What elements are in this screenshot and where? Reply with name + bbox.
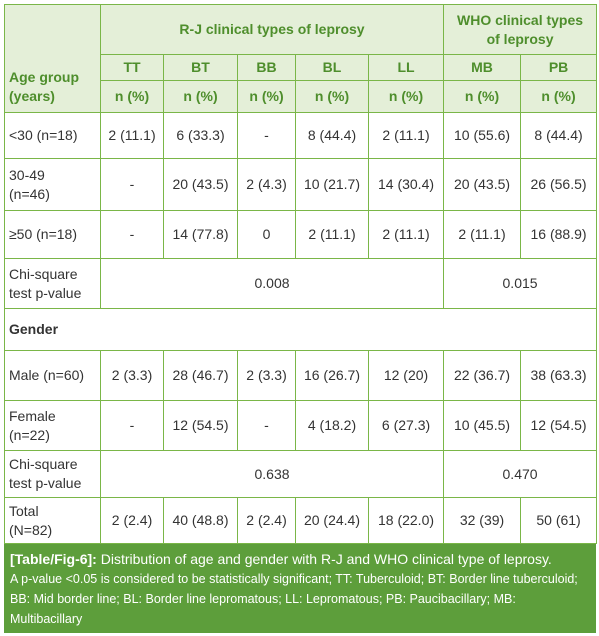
table-cell: 10 (55.6) [443, 112, 522, 159]
who-header: WHO clinical types of leprosy [443, 4, 598, 55]
row-label: Female (n=22) [4, 400, 101, 451]
table-cell: 26 (56.5) [520, 158, 598, 211]
caption-label: [Table/Fig-6]: [10, 551, 97, 567]
table-cell: 2 (2.4) [237, 497, 296, 544]
table-cell: 8 (44.4) [520, 112, 598, 159]
table-cell: 38 (63.3) [520, 350, 598, 401]
p-value: 0.015 [443, 258, 598, 309]
age-group-header: Age group (years) [4, 4, 101, 113]
row-label: Chi-square test p-value [4, 450, 101, 498]
table-cell: 2 (11.1) [443, 210, 522, 259]
table-cell: 10 (45.5) [443, 400, 522, 451]
p-value: 0.470 [443, 450, 598, 498]
table-cell: 2 (11.1) [295, 210, 369, 259]
table-cell: 12 (20) [367, 350, 445, 401]
type-header: TT [100, 54, 164, 81]
table-row: ≥50 (n=18) -14 (77.8) 0 2 (11.1) 2 (11.1) 2 (… [4, 210, 598, 259]
table-cell: 0 [237, 210, 296, 259]
unit-header: n (%) [237, 80, 296, 113]
table-cell: 6 (33.3) [163, 112, 238, 159]
section-label: Gender [3, 308, 598, 351]
table-row: Total (N=82) 2 (2.4) 40 (48.8) 2 (2.4) 20 (2… [4, 497, 598, 544]
row-label: <30 (n=18) [4, 112, 101, 159]
table-row: Gender [3, 308, 598, 351]
row-label: Male (n=60) [4, 350, 101, 401]
table-cell: 18 (22.0) [367, 497, 445, 544]
type-header: LL [367, 54, 445, 81]
row-label: Total (N=82) [4, 497, 101, 544]
table-cell: 40 (48.8) [163, 497, 238, 544]
table-cell: 14 (77.8) [163, 210, 238, 259]
table-cell: 12 (54.5) [520, 400, 598, 451]
rj-header: R-J clinical types of leprosy [99, 4, 445, 55]
table-cell: - [100, 158, 164, 211]
table-cell: 2 (11.1) [100, 112, 164, 159]
table-cell: 12 (54.5) [163, 400, 238, 451]
table-row: n (%) n (%) n (%) n (%) n (%) n (%) n (%) [5, 80, 598, 113]
caption-note: A p-value <0.05 is considered to be stat… [10, 572, 578, 626]
type-header: BL [295, 54, 369, 81]
table-row: Male (n=60) 2 (3.3) 28 (46.7) 2 (3.3) 16 (26… [4, 350, 598, 401]
table-row: Female (n=22) -12 (54.5) -4 (18.2) 6 (27.3)… [4, 400, 598, 451]
unit-header: n (%) [520, 80, 598, 113]
row-label: ≥50 (n=18) [4, 210, 101, 259]
unit-header: n (%) [295, 80, 369, 113]
table-cell: 6 (27.3) [367, 400, 445, 451]
unit-header: n (%) [367, 80, 445, 113]
type-header: PB [520, 54, 598, 81]
table-row: Age group (years) R-J clinical types of l… [4, 4, 598, 113]
table-cell: 10 (21.7) [295, 158, 369, 211]
table-cell: - [100, 210, 164, 259]
table-cell: 2 (3.3) [237, 350, 296, 401]
table-row: TT BT BB BL LL MB PB [5, 54, 598, 81]
unit-header: n (%) [163, 80, 238, 113]
table-cell: 4 (18.2) [295, 400, 369, 451]
row-label: Chi-square test p-value [4, 258, 101, 309]
table-cell: 2 (2.4) [100, 497, 164, 544]
type-header: MB [443, 54, 522, 81]
table-row: Chi-square test p-value 0.008 0.015 [4, 258, 598, 309]
caption: [Table/Fig-6]: Distribution of age and g… [4, 544, 596, 633]
table-cell: 20 (43.5) [163, 158, 238, 211]
table-cell: - [237, 112, 296, 159]
table-cell: 28 (46.7) [163, 350, 238, 401]
unit-header: n (%) [443, 80, 522, 113]
table-cell: 2 (11.1) [367, 112, 445, 159]
row-label: 30-49 (n=46) [4, 158, 101, 211]
table-cell: 50 (61) [520, 497, 598, 544]
table-cell: 2 (3.3) [100, 350, 164, 401]
table-cell: 2 (11.1) [367, 210, 445, 259]
table-row: 30-49 (n=46) -20 (43.5) 2 (4.3) 10 (21.7) 14… [4, 158, 598, 211]
table-cell: 16 (88.9) [520, 210, 598, 259]
table-cell: - [237, 400, 296, 451]
p-value: 0.008 [99, 258, 445, 309]
p-value: 0.638 [99, 450, 445, 498]
table-cell: 2 (4.3) [237, 158, 296, 211]
table-cell: 22 (36.7) [443, 350, 522, 401]
table-cell: 16 (26.7) [295, 350, 369, 401]
table-cell: 20 (24.4) [295, 497, 369, 544]
table-row: <30 (n=18) 2 (11.1) 6 (33.3) -8 (44.4) 2 (11… [4, 112, 598, 159]
type-header: BT [163, 54, 238, 81]
table: Age group (years) R-J clinical types of l… [3, 4, 598, 544]
table-figure: Age group (years) R-J clinical types of l… [3, 4, 598, 633]
table-cell: - [100, 400, 164, 451]
type-header: BB [237, 54, 296, 81]
table-row: Chi-square test p-value 0.638 0.470 [4, 450, 598, 498]
table-cell: 8 (44.4) [295, 112, 369, 159]
table-cell: 20 (43.5) [443, 158, 522, 211]
table-cell: 32 (39) [443, 497, 522, 544]
caption-text: Distribution of age and gender with R-J … [100, 551, 552, 567]
table-cell: 14 (30.4) [367, 158, 445, 211]
unit-header: n (%) [100, 80, 164, 113]
